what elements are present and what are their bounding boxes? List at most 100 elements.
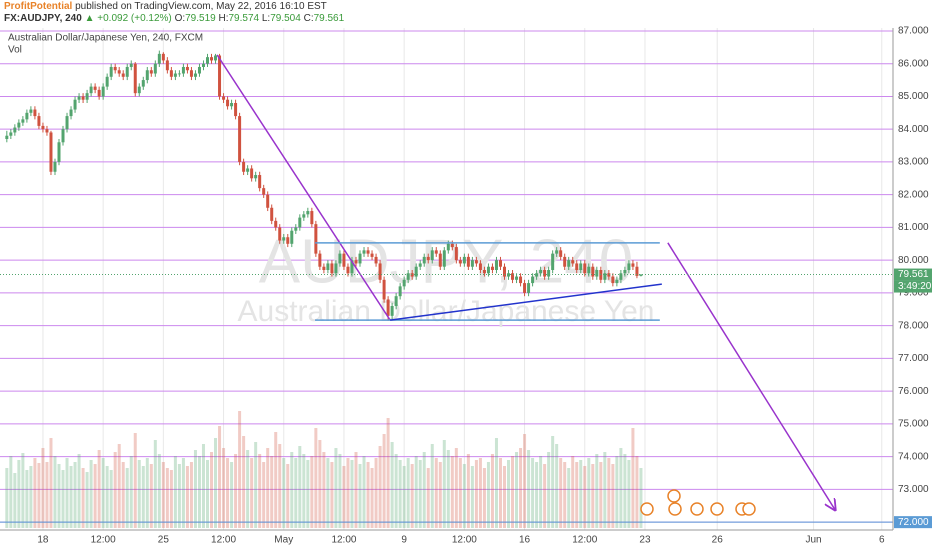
candle-body bbox=[145, 70, 149, 81]
candle-body bbox=[17, 122, 21, 128]
candle-body bbox=[205, 57, 209, 64]
volume-bar bbox=[322, 452, 326, 528]
x-tick-label: 12:00 bbox=[211, 535, 236, 546]
candle-body bbox=[125, 66, 129, 77]
volume-bar bbox=[502, 466, 506, 528]
candle-body bbox=[13, 127, 17, 133]
candle-body bbox=[366, 250, 370, 254]
volume-bar bbox=[330, 462, 334, 528]
candle-body bbox=[81, 96, 85, 100]
candle-body bbox=[189, 70, 193, 77]
volume-bar bbox=[53, 456, 57, 528]
volume-bar bbox=[17, 460, 21, 528]
event-icon[interactable] bbox=[667, 489, 681, 503]
volume-bar bbox=[181, 458, 185, 528]
candle-body bbox=[507, 273, 511, 277]
x-tick-label: 16 bbox=[519, 535, 531, 546]
event-icon[interactable] bbox=[668, 502, 682, 516]
volume-bar bbox=[37, 463, 41, 528]
candle-body bbox=[49, 132, 53, 172]
change: ▲ +0.092 (+0.12%) bbox=[84, 13, 172, 24]
candle-body bbox=[354, 260, 358, 264]
volume-bar bbox=[149, 464, 153, 528]
candle-body bbox=[398, 286, 402, 297]
candle-body bbox=[438, 253, 442, 267]
event-icon[interactable] bbox=[742, 502, 756, 516]
volume-bar bbox=[278, 444, 282, 528]
x-tick-label: Jun bbox=[805, 535, 821, 546]
y-tick-label: 82.000 bbox=[898, 189, 929, 200]
candle-body bbox=[454, 247, 458, 261]
candle-body bbox=[41, 125, 45, 130]
candle-body bbox=[579, 263, 583, 270]
x-tick-label: 12:00 bbox=[331, 535, 356, 546]
candle-body bbox=[201, 63, 205, 67]
volume-bar bbox=[61, 470, 65, 528]
candle-body bbox=[165, 60, 169, 71]
volume-bar bbox=[603, 452, 607, 528]
candle-body bbox=[515, 276, 519, 280]
volume-bar bbox=[599, 462, 603, 528]
volume-bar bbox=[511, 456, 515, 528]
candle-body bbox=[153, 63, 157, 74]
event-icon[interactable] bbox=[690, 502, 704, 516]
volume-bar bbox=[298, 446, 302, 528]
volume-bar bbox=[85, 472, 89, 528]
candle-body bbox=[262, 188, 266, 195]
candle-body bbox=[555, 250, 559, 254]
volume-bar bbox=[539, 456, 543, 528]
candle-body bbox=[607, 273, 611, 277]
ohlc-value: 79.504 bbox=[270, 13, 301, 24]
volume-bar bbox=[498, 458, 502, 528]
candle-body bbox=[53, 161, 57, 172]
volume-bar bbox=[394, 454, 398, 528]
candle-body bbox=[374, 256, 378, 264]
volume-bar bbox=[218, 426, 222, 528]
volume-bar bbox=[547, 452, 551, 528]
volume-bar bbox=[145, 458, 149, 528]
candle-body bbox=[141, 80, 145, 87]
event-icon[interactable] bbox=[640, 502, 654, 516]
volume-title: Vol bbox=[8, 45, 22, 56]
candle-body bbox=[615, 279, 619, 284]
candle-body bbox=[29, 109, 33, 113]
volume-bar bbox=[354, 452, 358, 528]
volume-bar bbox=[97, 450, 101, 528]
volume-bar bbox=[635, 456, 639, 528]
candle-body bbox=[266, 194, 270, 208]
candle-body bbox=[358, 253, 362, 264]
volume-bar bbox=[595, 454, 599, 528]
candle-body bbox=[326, 263, 330, 270]
candle-body bbox=[426, 256, 430, 261]
event-icon[interactable] bbox=[710, 502, 724, 516]
volume-bar bbox=[133, 433, 137, 528]
volume-bar bbox=[362, 456, 366, 528]
volume-bar bbox=[250, 458, 254, 528]
volume-bar bbox=[137, 460, 141, 528]
volume-bar bbox=[77, 454, 81, 528]
volume-bar bbox=[282, 458, 286, 528]
candle-body bbox=[370, 253, 374, 257]
candle-body bbox=[89, 86, 93, 94]
candle-body bbox=[330, 263, 334, 274]
x-tick-label: 26 bbox=[712, 535, 724, 546]
volume-bar bbox=[531, 458, 535, 528]
volume-bar bbox=[338, 454, 342, 528]
candle-body bbox=[306, 211, 310, 215]
volume-bar bbox=[575, 462, 579, 528]
y-tick-label: 83.000 bbox=[898, 157, 929, 168]
candle-body bbox=[214, 55, 218, 61]
candle-body bbox=[57, 142, 61, 162]
volume-bar bbox=[619, 448, 623, 528]
candle-body bbox=[137, 86, 141, 94]
publisher[interactable]: ProfitPotential bbox=[4, 1, 73, 12]
volume-bar bbox=[121, 462, 125, 528]
volume-bar bbox=[450, 456, 454, 528]
candle-body bbox=[595, 269, 599, 277]
candle-body bbox=[65, 116, 69, 130]
candle-body bbox=[623, 269, 627, 274]
volume-bar bbox=[242, 436, 246, 528]
volume-bar bbox=[254, 442, 258, 528]
candle-body bbox=[450, 243, 454, 248]
